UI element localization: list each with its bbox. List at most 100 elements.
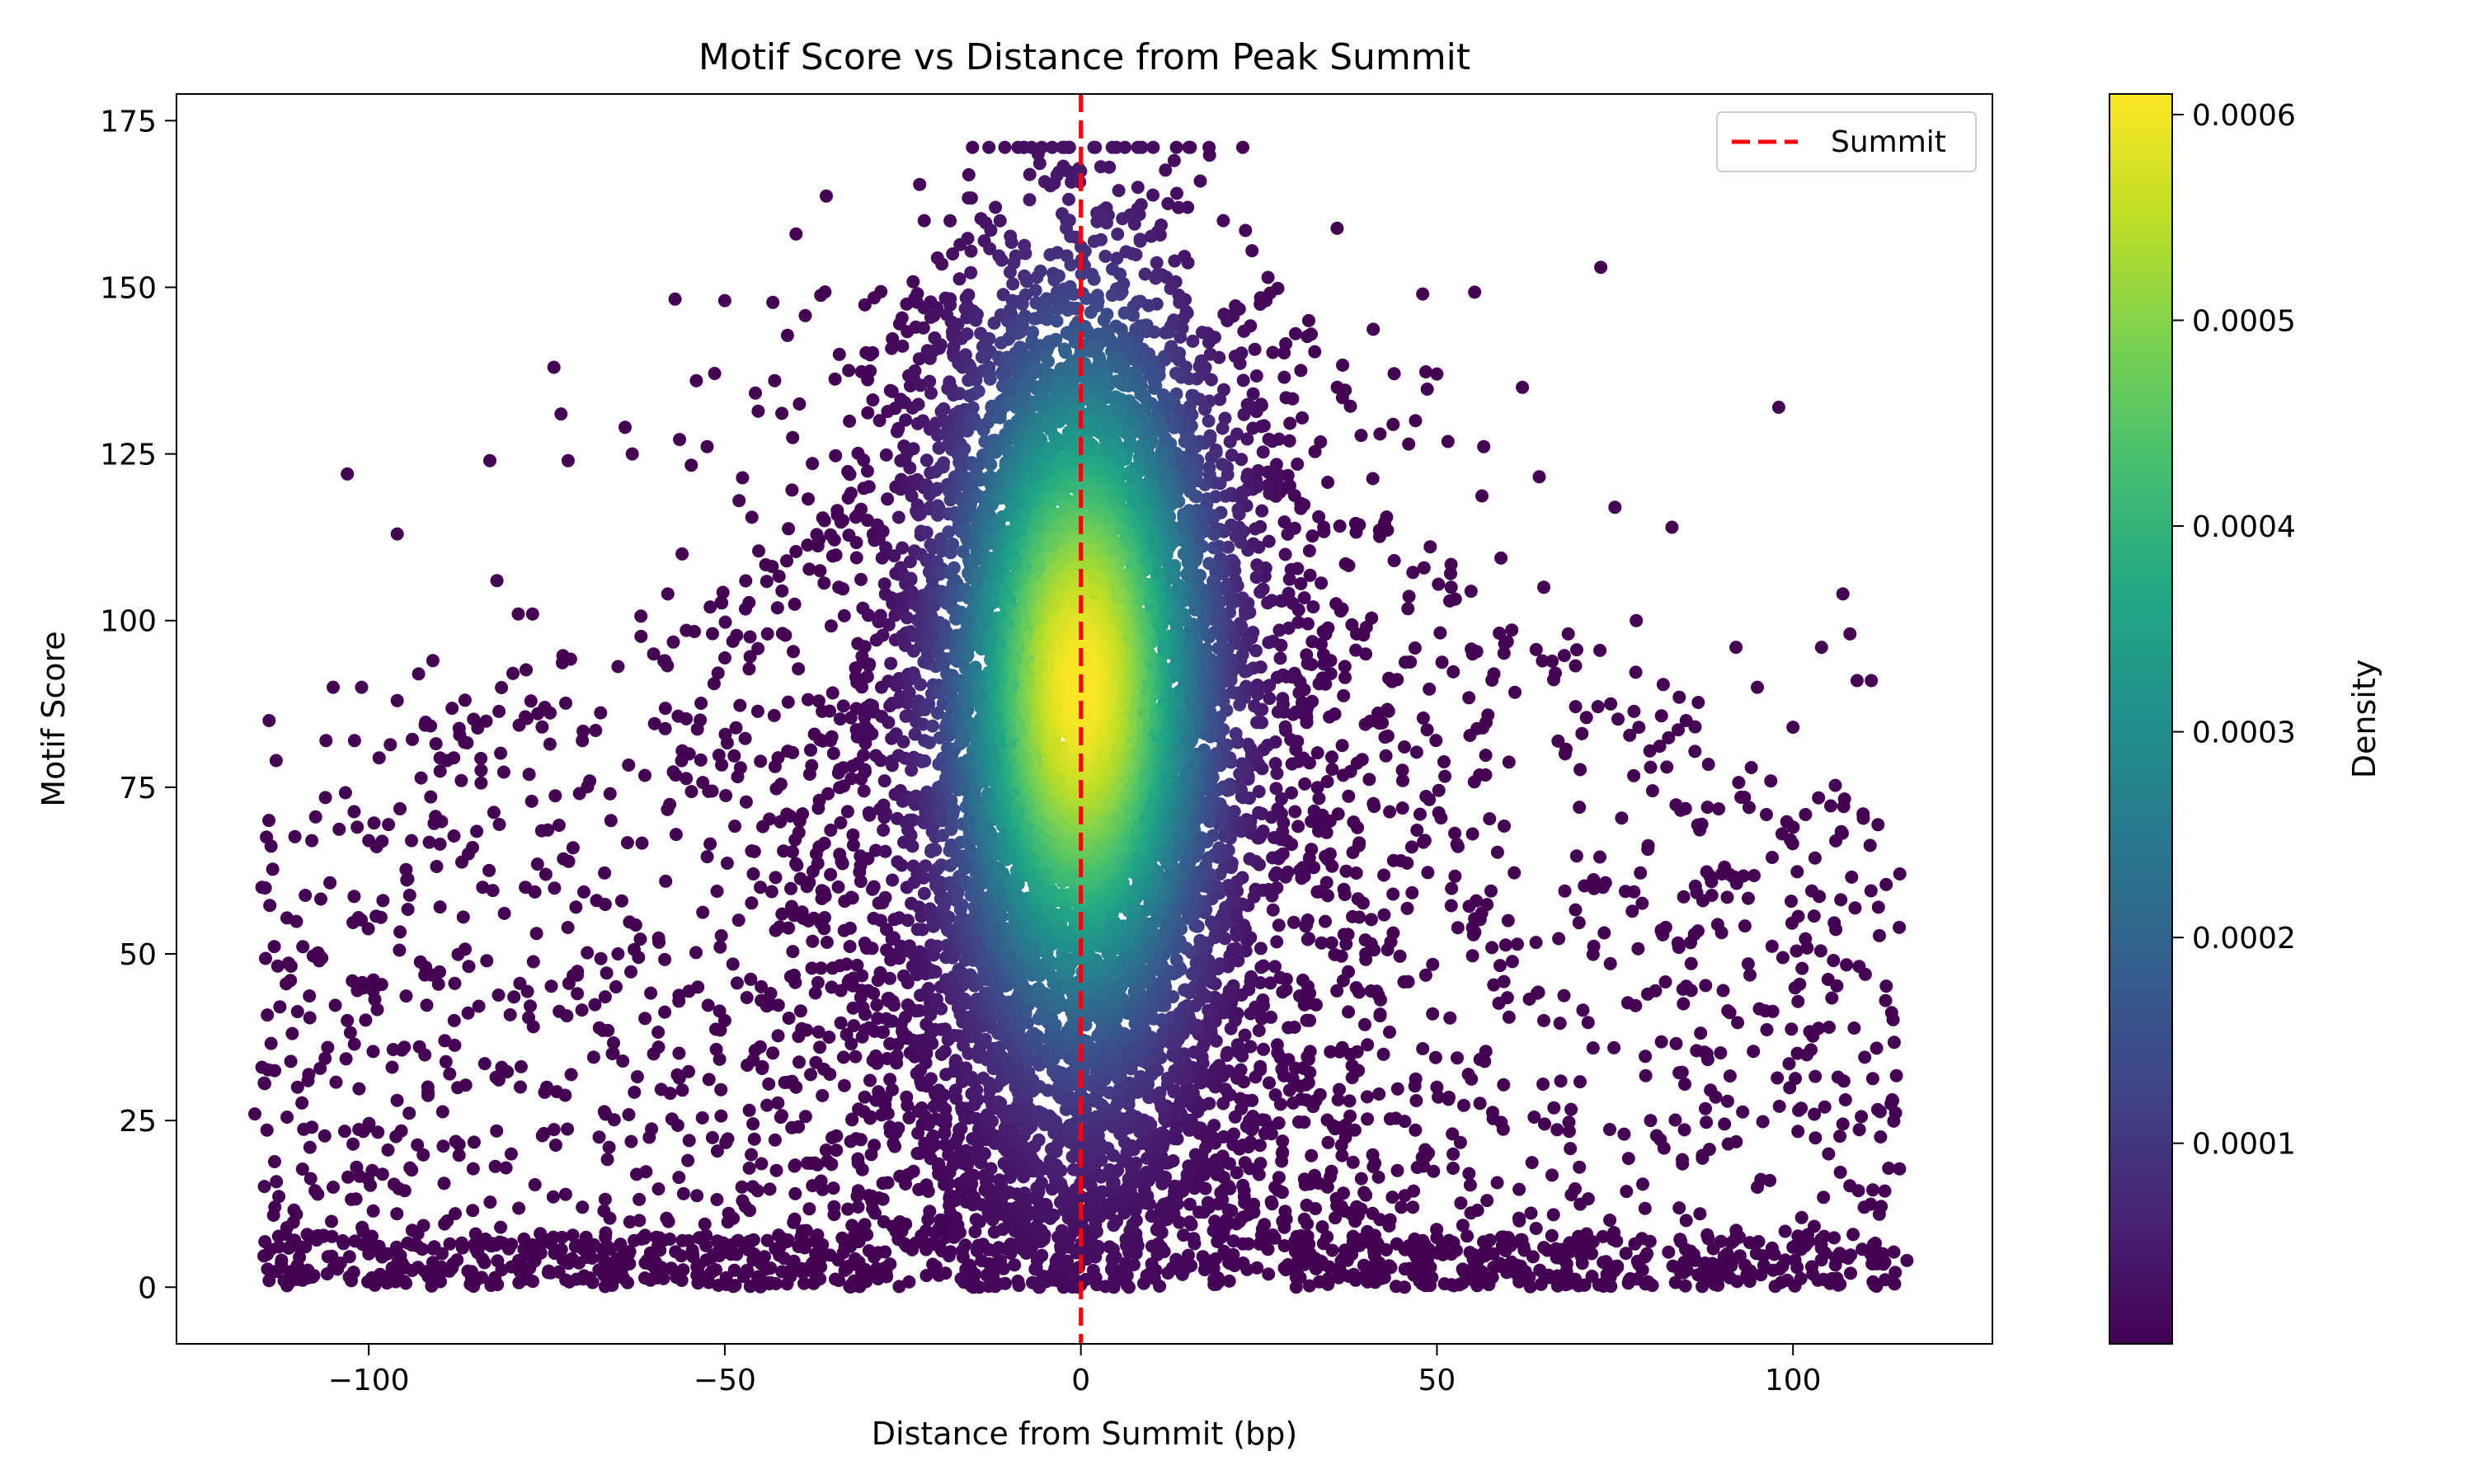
scatter-point [788, 1158, 802, 1172]
scatter-point [492, 818, 506, 831]
scatter-point [768, 373, 782, 387]
scatter-point [1483, 812, 1497, 826]
scatter-point [1214, 1186, 1228, 1200]
scatter-point [1654, 1035, 1668, 1049]
scatter-point [714, 1109, 728, 1123]
scatter-point [1465, 827, 1479, 841]
scatter-point [811, 975, 825, 989]
scatter-point [448, 976, 462, 990]
scatter-point [1299, 919, 1313, 933]
scatter-point [760, 575, 774, 589]
scatter-point [1131, 140, 1145, 154]
scatter-point [1814, 1233, 1828, 1247]
scatter-point [1795, 961, 1809, 975]
scatter-point [1462, 1167, 1476, 1181]
scatter-point [1409, 1094, 1423, 1107]
scatter-point [1372, 1087, 1386, 1101]
scatter-point [1817, 1190, 1831, 1205]
scatter-point [1607, 1040, 1621, 1054]
scatter-point [1497, 1078, 1511, 1092]
scatter-point [1244, 970, 1258, 984]
scatter-point [401, 872, 415, 886]
scatter-point [1825, 991, 1839, 1005]
scatter-point [1827, 916, 1841, 930]
scatter-point [713, 940, 727, 954]
scatter-point [548, 881, 562, 895]
scatter-point [1570, 643, 1583, 657]
scatter-point [1512, 1211, 1526, 1225]
scatter-point [1430, 1223, 1444, 1237]
scatter-point [558, 1187, 572, 1201]
scatter-point [1289, 326, 1302, 340]
scatter-point [1320, 775, 1334, 788]
scatter-point [1300, 648, 1314, 662]
scatter-point [843, 940, 857, 953]
scatter-point [1373, 427, 1387, 441]
scatter-point [588, 998, 602, 1012]
scatter-point [1334, 1254, 1348, 1268]
scatter-point [1473, 1097, 1487, 1111]
scatter-point [1691, 818, 1705, 832]
scatter-point [1785, 895, 1798, 909]
scatter-point [789, 545, 803, 558]
scatter-point [1654, 923, 1668, 937]
scatter-point [698, 1217, 712, 1231]
scatter-point [1283, 416, 1297, 430]
scatter-point [1536, 654, 1550, 668]
scatter-point [1417, 561, 1431, 575]
scatter-point [272, 1190, 286, 1204]
scatter-point [883, 1257, 897, 1271]
scatter-point [1064, 258, 1078, 272]
scatter-point [323, 876, 337, 890]
scatter-point [1236, 373, 1250, 387]
scatter-point [801, 538, 815, 552]
scatter-point [1319, 914, 1332, 928]
scatter-point [1286, 1096, 1300, 1110]
scatter-point [1406, 1200, 1420, 1214]
scatter-point [1339, 864, 1353, 878]
scatter-point [661, 659, 675, 673]
scatter-point [397, 1040, 412, 1054]
scatter-point [837, 1078, 851, 1092]
scatter-point [490, 574, 504, 588]
scatter-point [1087, 272, 1101, 286]
scatter-point [1349, 866, 1363, 880]
scatter-point [1443, 594, 1456, 608]
scatter-point [393, 943, 407, 957]
scatter-point [878, 890, 892, 904]
scatter-point [1814, 641, 1828, 655]
scatter-point [775, 584, 789, 598]
scatter-point [1296, 411, 1309, 425]
scatter-point [1416, 287, 1430, 301]
scatter-point [374, 978, 388, 992]
scatter-point [874, 284, 888, 298]
scatter-point [1743, 801, 1756, 815]
scatter-point [738, 731, 752, 745]
scatter-point [1714, 867, 1729, 881]
scatter-point [1684, 956, 1698, 970]
scatter-point [1329, 1191, 1343, 1205]
scatter-point [1492, 996, 1506, 1010]
scatter-point [1639, 1050, 1653, 1064]
scatter-point [1873, 928, 1886, 942]
scatter-point [315, 951, 329, 965]
scatter-point [1193, 933, 1207, 947]
scatter-point [1747, 1045, 1761, 1059]
scatter-point [1282, 1083, 1296, 1097]
scatter-point [900, 1090, 914, 1104]
scatter-point [586, 1275, 600, 1289]
scatter-point [1345, 618, 1359, 632]
scatter-point [1673, 1233, 1687, 1247]
scatter-point [1272, 1116, 1286, 1130]
scatter-point [733, 698, 747, 712]
scatter-point [827, 1200, 841, 1214]
scatter-point [929, 843, 943, 857]
scatter-point [1276, 985, 1290, 999]
scatter-point [601, 1023, 615, 1037]
scatter-point [1786, 721, 1800, 735]
scatter-point [1342, 789, 1356, 803]
scatter-point [745, 510, 759, 524]
scatter-point [328, 998, 342, 1012]
scatter-point [863, 657, 877, 671]
scatter-point [895, 311, 909, 325]
